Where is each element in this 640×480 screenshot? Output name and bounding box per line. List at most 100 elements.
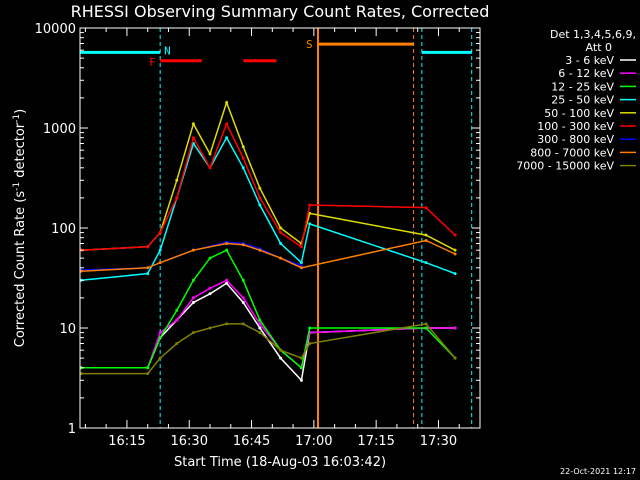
- series-4: [79, 100, 457, 252]
- data-point: [453, 233, 457, 237]
- data-point: [299, 245, 303, 249]
- data-point: [241, 166, 245, 170]
- flare-flag-label: F: [149, 56, 156, 69]
- data-point: [208, 152, 212, 156]
- series-5: [79, 122, 457, 252]
- data-point: [308, 222, 312, 226]
- data-point: [225, 281, 229, 285]
- legend-header-detectors: Det 1,3,4,5,6,9,: [550, 28, 636, 41]
- data-point: [453, 356, 457, 360]
- data-point: [258, 248, 262, 252]
- data-point: [241, 145, 245, 149]
- data-point: [258, 186, 262, 190]
- data-point: [146, 266, 150, 270]
- data-point: [258, 318, 262, 322]
- axes: 1 10 100 1000 10000 16:15 16:30 16:45 17:00 17:15…: [35, 22, 481, 449]
- x-tick-label: 16:15: [108, 434, 145, 449]
- data-point: [225, 122, 229, 126]
- data-point: [191, 122, 195, 126]
- data-point: [279, 256, 283, 260]
- series-line: [81, 100, 456, 251]
- data-point: [241, 243, 245, 247]
- data-point: [175, 178, 179, 182]
- y-axis-label: Corrected Count Rate (s-1 detector-1): [12, 109, 28, 347]
- series-line: [81, 136, 456, 282]
- data-point: [241, 278, 245, 282]
- data-point: [146, 272, 150, 276]
- data-point: [299, 378, 303, 382]
- data-point: [308, 203, 312, 207]
- data-point: [279, 356, 283, 360]
- legend-label: 800 - 7000 keV: [530, 146, 614, 159]
- x-tick-label: 17:15: [357, 434, 394, 449]
- legend-label: 12 - 25 keV: [551, 80, 614, 93]
- legend-label: 100 - 300 keV: [537, 120, 614, 133]
- data-point: [191, 331, 195, 335]
- svg-text:Corrected Count Rate (s-1 dete: Corrected Count Rate (s-1 detector-1): [12, 109, 28, 347]
- data-point: [175, 308, 179, 312]
- data-point: [146, 245, 150, 249]
- data-point: [241, 296, 245, 300]
- data-point: [158, 356, 162, 360]
- series-6: [79, 240, 303, 272]
- x-tick-label: 16:45: [233, 434, 270, 449]
- data-point: [175, 341, 179, 345]
- data-point: [424, 233, 428, 237]
- night-flag-label: N: [164, 44, 171, 57]
- data-point: [158, 248, 162, 252]
- y-tick-label: 100: [51, 222, 76, 237]
- data-point: [158, 336, 162, 340]
- legend-label: 300 - 800 keV: [537, 133, 614, 146]
- legend-label: 3 - 6 keV: [565, 54, 614, 67]
- data-point: [258, 196, 262, 200]
- data-point: [208, 166, 212, 170]
- data-point: [225, 136, 229, 140]
- data-point: [258, 203, 262, 207]
- data-point: [299, 356, 303, 360]
- series-line: [81, 239, 456, 272]
- data-point: [308, 341, 312, 345]
- data-point: [208, 292, 212, 296]
- saa-flag-label: S: [306, 38, 313, 51]
- series-8: [79, 322, 457, 376]
- series-line: [146, 279, 456, 370]
- data-point: [225, 241, 229, 245]
- data-point: [453, 272, 457, 276]
- data-point: [258, 322, 262, 326]
- data-point: [453, 248, 457, 252]
- data-point: [424, 322, 428, 326]
- series-line: [81, 241, 302, 271]
- x-tick-label: 17:00: [295, 434, 332, 449]
- series-line: [81, 249, 456, 370]
- data-point: [308, 211, 312, 215]
- y-tick-label: 1000: [43, 122, 76, 137]
- legend-label: 7000 - 15000 keV: [516, 160, 614, 173]
- data-point: [241, 322, 245, 326]
- data-point: [225, 322, 229, 326]
- series-2: [79, 248, 457, 370]
- data-point: [191, 136, 195, 140]
- legend-header-attenuator: Att 0: [586, 41, 612, 54]
- series-7: [79, 238, 457, 273]
- legend-label: 25 - 50 keV: [551, 94, 614, 107]
- data-point: [424, 206, 428, 210]
- x-tick-label: 17:30: [420, 434, 457, 449]
- legend-label: 50 - 100 keV: [544, 107, 614, 120]
- data-point: [158, 331, 162, 335]
- series-3: [79, 136, 457, 282]
- data-point: [158, 231, 162, 235]
- data-point: [191, 248, 195, 252]
- data-point: [258, 331, 262, 335]
- y-tick-label: 10: [59, 322, 76, 337]
- data-point: [225, 248, 229, 252]
- data-point: [175, 196, 179, 200]
- data-point: [279, 241, 283, 245]
- data-point: [258, 326, 262, 330]
- data-point: [453, 326, 457, 330]
- data-point: [299, 264, 303, 268]
- data-point: [279, 348, 283, 352]
- data-point: [158, 261, 162, 265]
- legend-label: 6 - 12 keV: [558, 67, 614, 80]
- timestamp: 22-Oct-2021 12:17: [560, 467, 636, 476]
